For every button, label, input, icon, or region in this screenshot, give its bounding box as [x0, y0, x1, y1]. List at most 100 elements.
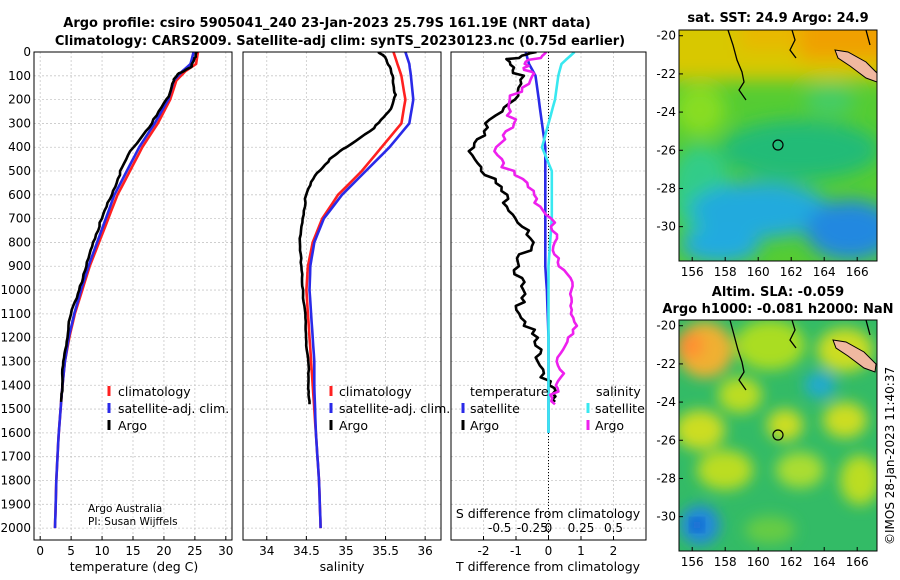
x-tick-label: 36 — [418, 544, 433, 558]
legend-climatology-label: climatology — [339, 384, 412, 399]
x-tick-label: 30 — [218, 544, 233, 558]
lon-tick-label: 156 — [681, 265, 704, 279]
sla-map-title: Altim. SLA: -0.059 — [712, 285, 844, 300]
y-tick-label: 800 — [8, 235, 31, 249]
x-tick-label: 0 — [545, 544, 553, 558]
y-tick-label: 200 — [8, 93, 31, 107]
new-caledonia-island — [832, 339, 877, 373]
difference-legend: temperature salinity satellite Argo sate… — [461, 384, 645, 433]
y-tick-label: 2000 — [0, 521, 31, 535]
credit-line2: PI: Susan Wijffels — [88, 516, 178, 528]
sst-map-title: sat. SST: 24.9 Argo: 24.9 — [687, 11, 868, 26]
sst-latitude-ticks: -20 -22 -24 -26 -28 -30 — [656, 29, 683, 234]
lon-tick-label: 158 — [714, 555, 737, 569]
sla-latitude-ticks: -20 -22 -24 -26 -28 -30 — [656, 319, 683, 524]
sla-profile-marker — [772, 429, 784, 441]
legend-argo-label: Argo — [118, 418, 147, 433]
lon-tick-label: 158 — [714, 265, 737, 279]
temperature-xlabel: temperature (deg C) — [70, 559, 199, 574]
y-tick-label: 300 — [8, 116, 31, 130]
x-tick-label: 1 — [577, 544, 585, 558]
x-tick-label: 5 — [67, 544, 75, 558]
salinity-axes-frame — [242, 51, 442, 541]
depth-tick-labels: 0 100 200 300 400 500 600 700 800 900 1000 1100 1200… — [0, 45, 31, 535]
y-tick-label: 500 — [8, 164, 31, 178]
imos-timestamp: ©IMOS 28-Jan-2023 11:40:37 — [883, 367, 897, 545]
legend-satellite-label: satellite-adj. clim. — [118, 401, 229, 416]
series-line — [59, 52, 198, 402]
temperature-tick-labels: 0 5 10 15 20 25 30 — [36, 536, 233, 558]
lat-tick-label: -26 — [656, 143, 676, 157]
y-tick-label: 1900 — [0, 497, 31, 511]
lat-tick-label: -30 — [656, 220, 676, 234]
lon-tick-label: 164 — [813, 265, 836, 279]
x-tick-label: 15 — [125, 544, 140, 558]
lat-tick-label: -24 — [656, 395, 676, 409]
lat-tick-label: -26 — [656, 433, 676, 447]
x-tick-label: -1 — [510, 544, 522, 558]
sla-map-title2: Argo h1000: -0.081 h2000: NaN — [662, 302, 893, 317]
lon-tick-label: 160 — [747, 265, 770, 279]
lon-tick-label: 160 — [747, 555, 770, 569]
series-line — [524, 52, 550, 433]
y-tick-label: 400 — [8, 140, 31, 154]
legend-s-satellite-label: satellite — [595, 401, 645, 416]
sst-map: sat. SST: 24.9 Argo: 24.9 — [656, 11, 878, 279]
legend-temperature-title: temperature — [470, 384, 549, 399]
x-tick-label-top: 0.5 — [604, 521, 623, 535]
legend-t-satellite-label: satellite — [470, 401, 520, 416]
salinity-legend: climatology satellite-adj. clim. Argo — [329, 384, 450, 433]
y-tick-label: 900 — [8, 259, 31, 273]
y-tick-label: 1300 — [0, 354, 31, 368]
temperature-grid — [34, 51, 232, 540]
temperature-panel: 0100200300400500600700800900100011001200… — [0, 45, 233, 574]
lat-tick-label: -22 — [656, 67, 676, 81]
y-tick-label: 1500 — [0, 402, 31, 416]
x-tick-label-top: -0.5 — [488, 521, 511, 535]
sla-longitude-ticks: 156 158 160 162 164 166 — [681, 547, 869, 569]
sla-coastline — [729, 320, 871, 391]
legend-s-argo-label: Argo — [595, 418, 624, 433]
figure-title-line2: Climatology: CARS2009. Satellite-adj cli… — [55, 34, 625, 49]
y-tick-label: 1800 — [0, 473, 31, 487]
legend-climatology-label: climatology — [118, 384, 191, 399]
figure-title-line1: Argo profile: csiro 5905041_240 23-Jan-2… — [63, 16, 590, 31]
x-tick-label: 35.5 — [372, 544, 399, 558]
salinity-grid — [243, 51, 441, 540]
difference-panel: -2 -1 0 1 2 -0.5 -0.250 0.25 0.5 S difference f… — [450, 51, 647, 574]
salinity-tick-labels: 34 34.5 35 35.5 36 — [259, 536, 433, 558]
temperature-legend: climatology satellite-adj. clim. Argo — [107, 384, 229, 433]
lon-tick-label: 162 — [780, 555, 803, 569]
series-line — [298, 52, 398, 405]
legend-argo-label: Argo — [339, 418, 368, 433]
legend-satellite-label: satellite-adj. clim. — [339, 401, 450, 416]
lon-tick-label: 162 — [780, 265, 803, 279]
t-difference-xlabel: T difference from climatology — [455, 559, 641, 574]
lon-tick-label: 166 — [846, 555, 869, 569]
difference-series — [467, 52, 579, 433]
y-tick-label: 1000 — [0, 283, 31, 297]
temperature-series — [53, 52, 200, 529]
lat-tick-label: -24 — [656, 105, 676, 119]
salinity-panel: 34 34.5 35 35.5 36 salinity climatology sate… — [242, 51, 450, 574]
x-tick-label: 10 — [94, 544, 109, 558]
lat-tick-label: -30 — [656, 510, 676, 524]
lat-tick-label: -28 — [656, 181, 676, 195]
y-tick-label: 700 — [8, 212, 31, 226]
x-tick-label: 2 — [610, 544, 618, 558]
y-tick-label: 1700 — [0, 450, 31, 464]
lon-tick-label: 156 — [681, 555, 704, 569]
sst-field — [679, 30, 877, 261]
x-tick-label: 34.5 — [293, 544, 320, 558]
sst-map-frame — [678, 29, 878, 262]
lon-tick-label: 166 — [846, 265, 869, 279]
series-line — [493, 52, 579, 406]
y-tick-label: 600 — [8, 188, 31, 202]
x-tick-label: 20 — [156, 544, 171, 558]
x-tick-label-top: 0.25 — [568, 521, 595, 535]
sst-profile-marker — [772, 139, 784, 151]
sla-field — [679, 320, 877, 551]
sla-map: Altim. SLA: -0.059 Argo h1000: -0.081 h2… — [656, 285, 893, 569]
x-tick-label: -2 — [478, 544, 490, 558]
